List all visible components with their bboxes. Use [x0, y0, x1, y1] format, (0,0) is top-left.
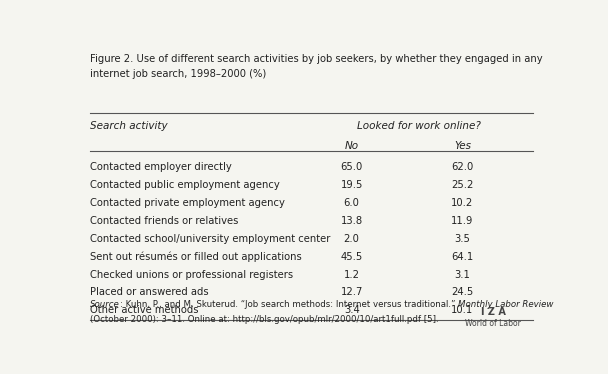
Text: 3.1: 3.1 [454, 270, 471, 279]
Text: Yes: Yes [454, 141, 471, 151]
Text: Other active methods: Other active methods [90, 305, 199, 315]
Text: 10.2: 10.2 [451, 198, 474, 208]
Text: 11.9: 11.9 [451, 216, 474, 226]
Text: Source: Source [90, 300, 120, 309]
Text: 12.7: 12.7 [340, 287, 363, 297]
Text: internet job search, 1998–2000 (%): internet job search, 1998–2000 (%) [90, 69, 266, 79]
Text: 6.0: 6.0 [344, 198, 359, 208]
Text: 64.1: 64.1 [451, 252, 474, 262]
Text: 62.0: 62.0 [451, 162, 474, 172]
Text: 13.8: 13.8 [340, 216, 363, 226]
Text: Contacted friends or relatives: Contacted friends or relatives [90, 216, 238, 226]
Text: Contacted employer directly: Contacted employer directly [90, 162, 232, 172]
Text: Contacted school/university employment center: Contacted school/university employment c… [90, 234, 331, 244]
Text: Contacted private employment agency: Contacted private employment agency [90, 198, 285, 208]
Text: Checked unions or professional registers: Checked unions or professional registers [90, 270, 293, 279]
Text: Contacted public employment agency: Contacted public employment agency [90, 180, 280, 190]
Text: (October 2000): 3–11. Online at: http://bls.gov/opub/mlr/2000/10/art1full.pdf [5: (October 2000): 3–11. Online at: http://… [90, 315, 439, 324]
Text: Looked for work online?: Looked for work online? [357, 121, 481, 131]
Text: : Kuhn, P., and M. Skuterud. “Job search methods: Internet versus traditional.”: : Kuhn, P., and M. Skuterud. “Job search… [120, 300, 458, 309]
Text: Figure 2. Use of different search activities by job seekers, by whether they eng: Figure 2. Use of different search activi… [90, 53, 543, 64]
Text: 65.0: 65.0 [340, 162, 363, 172]
Text: 45.5: 45.5 [340, 252, 363, 262]
Text: 24.5: 24.5 [451, 287, 474, 297]
Text: Search activity: Search activity [90, 121, 168, 131]
Text: Placed or answered ads: Placed or answered ads [90, 287, 209, 297]
Text: I Z A: I Z A [480, 307, 505, 317]
Text: 25.2: 25.2 [451, 180, 474, 190]
Text: 19.5: 19.5 [340, 180, 363, 190]
Text: 3.5: 3.5 [454, 234, 471, 244]
Text: Sent out résumés or filled out applications: Sent out résumés or filled out applicati… [90, 252, 302, 262]
Text: 10.1: 10.1 [451, 305, 474, 315]
Text: World of Labor: World of Labor [465, 319, 521, 328]
Text: No: No [345, 141, 359, 151]
Text: 3.4: 3.4 [344, 305, 359, 315]
Text: 2.0: 2.0 [344, 234, 359, 244]
Text: 1.2: 1.2 [344, 270, 360, 279]
Text: Monthly Labor Review: Monthly Labor Review [458, 300, 553, 309]
